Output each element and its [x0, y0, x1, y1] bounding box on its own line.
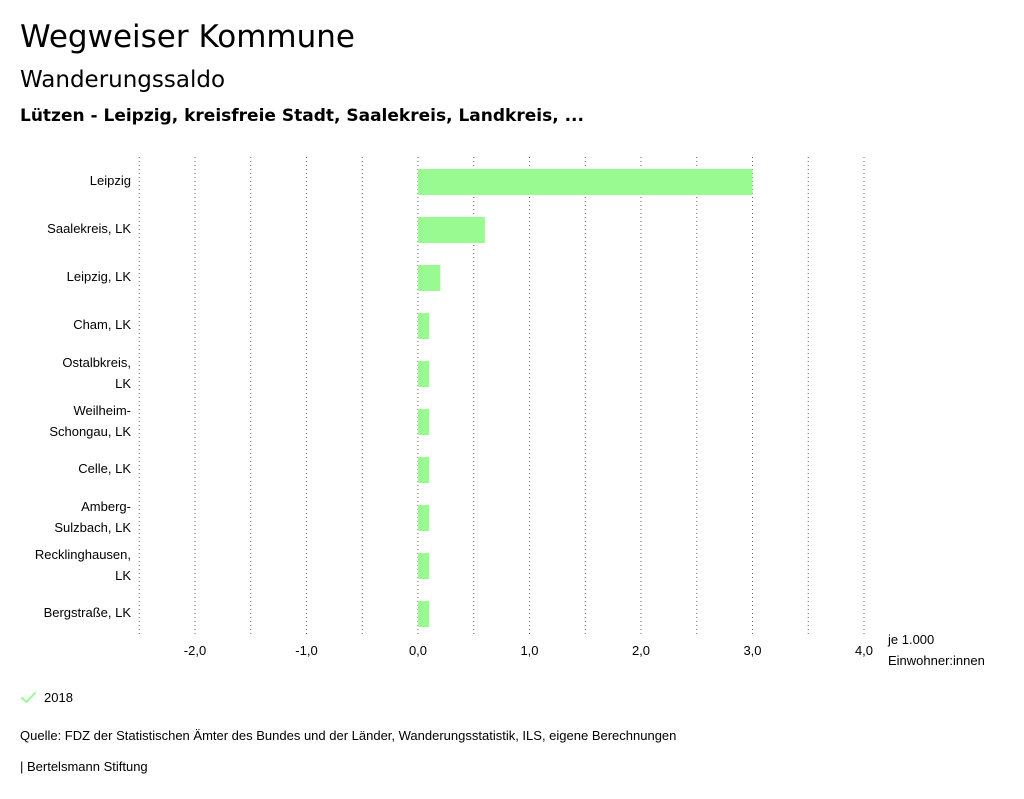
- bar-10[interactable]: [418, 601, 430, 627]
- x-tick-label: 3,0: [743, 643, 761, 658]
- bar-1[interactable]: [418, 169, 753, 195]
- bar-5[interactable]: [418, 361, 430, 387]
- checkmark-icon: [21, 691, 36, 703]
- category-label-line: LK: [115, 568, 131, 583]
- x-tick-label: 1,0: [520, 643, 538, 658]
- chart-subtitle: Wanderungssaldo: [20, 67, 226, 93]
- source-note: Quelle: FDZ der Statistischen Ämter des …: [20, 728, 677, 743]
- category-label: Amberg- Sulzbach, LK: [54, 499, 131, 535]
- legend-label: 2018: [44, 689, 73, 705]
- category-label: Weilheim- Schongau, LK: [49, 403, 131, 439]
- category-label: Saalekreis, LK: [47, 221, 131, 236]
- bar-4[interactable]: [418, 313, 430, 339]
- credit-note: | Bertelsmann Stiftung: [20, 759, 148, 774]
- bar-9[interactable]: [418, 553, 430, 579]
- category-label-line: Sulzbach, LK: [54, 520, 131, 535]
- category-label-line: Leipzig, LK: [67, 269, 132, 284]
- category-label-line: Schongau, LK: [49, 424, 131, 439]
- x-tick-label: 4,0: [855, 643, 873, 658]
- x-tick-label: -1,0: [295, 643, 317, 658]
- bar-2[interactable]: [418, 217, 485, 243]
- category-label: Bergstraße, LK: [44, 605, 132, 620]
- category-label-line: Bergstraße, LK: [44, 605, 132, 620]
- x-axis-unit-label: je 1.000 Einwohner:innen: [888, 629, 1008, 671]
- category-label: Leipzig: [90, 173, 131, 188]
- x-axis-unit-line-1: je 1.000: [888, 632, 935, 647]
- category-label-line: Recklinghausen,: [35, 547, 131, 562]
- x-axis-unit-line-2: Einwohner:innen: [888, 653, 985, 668]
- x-tick-label: 0,0: [409, 643, 427, 658]
- category-label-line: Leipzig: [90, 173, 131, 188]
- category-label-line: Saalekreis, LK: [47, 221, 131, 236]
- x-tick-label: -2,0: [184, 643, 206, 658]
- selection-summary: Lützen - Leipzig, kreisfreie Stadt, Saal…: [20, 106, 584, 126]
- x-tick-label: 2,0: [632, 643, 650, 658]
- bar-6[interactable]: [418, 409, 430, 435]
- category-label: Celle, LK: [78, 461, 131, 476]
- category-label: Leipzig, LK: [67, 269, 132, 284]
- category-label-line: Cham, LK: [73, 317, 131, 332]
- category-label-line: Ostalbkreis,: [62, 355, 131, 370]
- legend-item-2018[interactable]: 2018: [20, 686, 73, 708]
- category-label-line: Celle, LK: [78, 461, 131, 476]
- bar-chart: Leipzig Saalekreis, LK Leipzig, LK Cham, LK…: [35, 157, 873, 658]
- category-label: Recklinghausen, LK: [35, 547, 131, 583]
- category-label-line: LK: [115, 376, 131, 391]
- page-title: Wegweiser Kommune: [20, 19, 355, 55]
- bar-7[interactable]: [418, 457, 430, 483]
- category-label: Cham, LK: [73, 317, 131, 332]
- category-label-line: Weilheim-: [73, 403, 131, 418]
- category-label: Ostalbkreis, LK: [62, 355, 131, 391]
- category-label-line: Amberg-: [81, 499, 131, 514]
- bar-3[interactable]: [418, 265, 441, 291]
- bar-8[interactable]: [418, 505, 430, 531]
